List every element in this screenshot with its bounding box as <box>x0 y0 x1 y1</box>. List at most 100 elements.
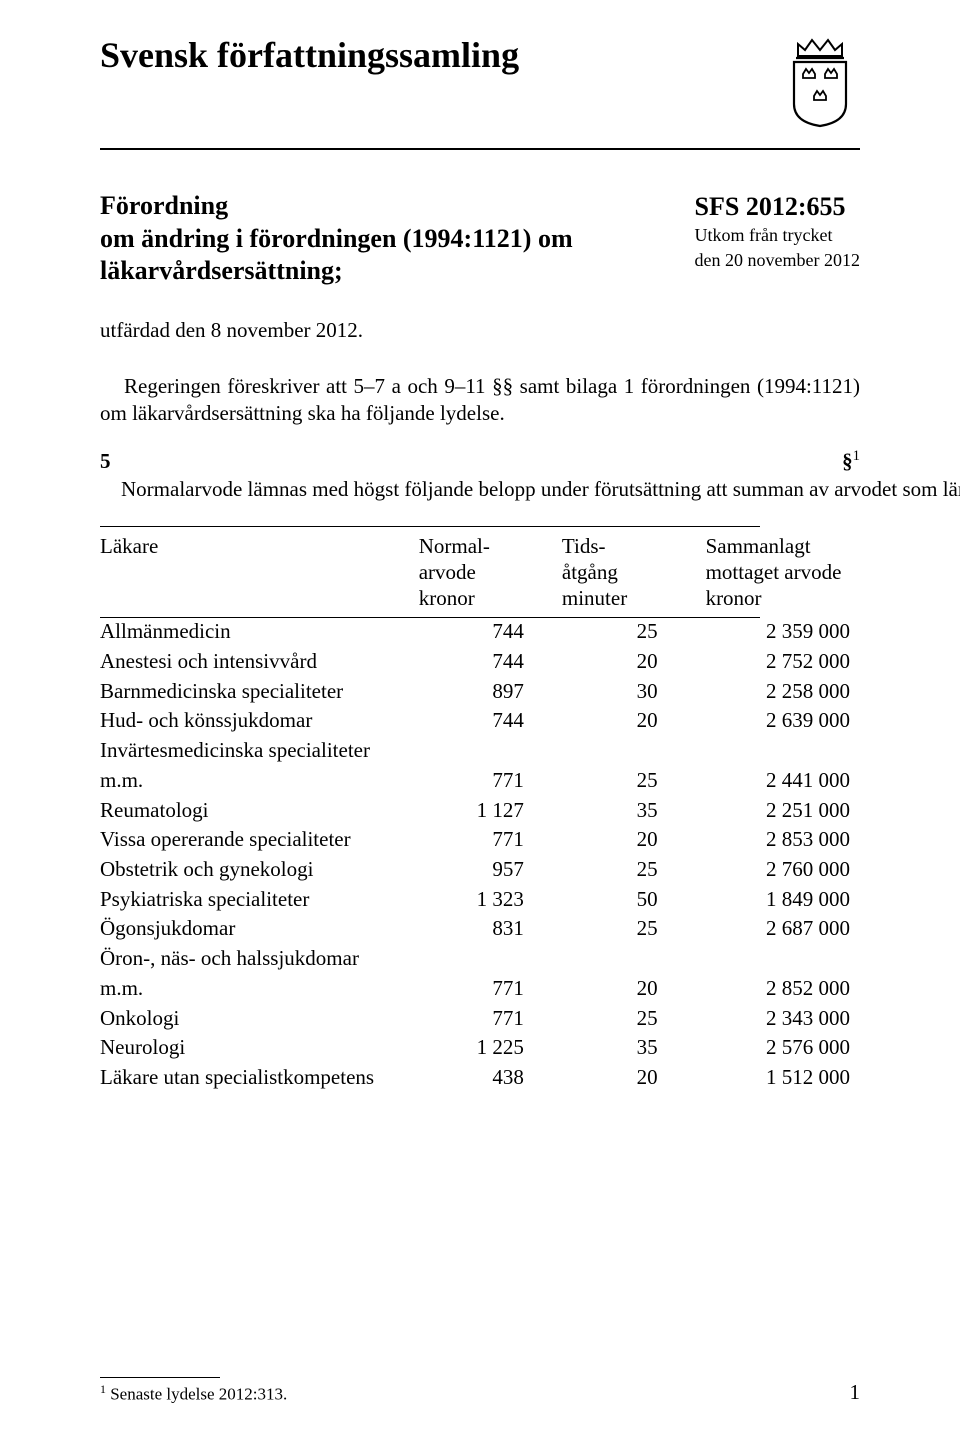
cell-normal <box>419 944 562 974</box>
cell-normal: 771 <box>419 766 562 796</box>
ordinance-line: om ändring i förordningen (1994:1121) om <box>100 224 573 253</box>
col-header-line: Tids- <box>562 534 606 558</box>
col-header-normal: Normal- arvode kronor <box>419 527 562 618</box>
cell-normal: 771 <box>419 974 562 1004</box>
cell-normal: 438 <box>419 1063 562 1093</box>
preamble: Regeringen föreskriver att 5–7 a och 9–1… <box>100 373 860 428</box>
cell-sum: 2 760 000 <box>706 855 860 885</box>
col-header-line: arvode <box>419 560 476 584</box>
cell-name: Psykiatriska specialiteter <box>100 885 419 915</box>
cell-tids: 30 <box>562 677 706 707</box>
col-header-line: kronor <box>419 586 475 610</box>
cell-normal: 744 <box>419 647 562 677</box>
cell-tids: 25 <box>562 855 706 885</box>
cell-sum: 2 687 000 <box>706 914 860 944</box>
cell-tids: 20 <box>562 825 706 855</box>
cell-sum <box>706 944 860 974</box>
footnote: 1 Senaste lydelse 2012:313. <box>100 1377 287 1405</box>
table-row: m.m.771202 852 000 <box>100 974 860 1004</box>
col-header-line: åtgång <box>562 560 618 584</box>
page-number: 1 <box>850 1380 861 1405</box>
cell-sum: 1 849 000 <box>706 885 860 915</box>
cell-tids: 20 <box>562 974 706 1004</box>
cell-tids: 25 <box>562 617 706 647</box>
cell-name: Obstetrik och gynekologi <box>100 855 419 885</box>
cell-normal: 897 <box>419 677 562 707</box>
col-header-line: Normal- <box>419 534 490 558</box>
sfs-meta: den 20 november 2012 <box>695 249 860 272</box>
cell-tids <box>562 944 706 974</box>
col-header-line: kronor <box>706 586 762 610</box>
cell-sum: 2 853 000 <box>706 825 860 855</box>
table-row: Anestesi och intensivvård744202 752 000 <box>100 647 860 677</box>
cell-sum <box>706 736 860 766</box>
table-row: Allmänmedicin744252 359 000 <box>100 617 860 647</box>
cell-name: Hud- och könssjukdomar <box>100 706 419 736</box>
ordinance-line: läkarvårdsersättning; <box>100 256 343 285</box>
cell-normal: 744 <box>419 617 562 647</box>
table-row: Barnmedicinska specialiteter897302 258 0… <box>100 677 860 707</box>
table-row: Invärtesmedicinska specialiteter <box>100 736 860 766</box>
cell-sum: 2 852 000 <box>706 974 860 1004</box>
cell-sum: 2 441 000 <box>706 766 860 796</box>
cell-name: Öron-, näs- och halssjukdomar <box>100 944 419 974</box>
cell-normal: 771 <box>419 825 562 855</box>
cell-name: Vissa opererande specialiteter <box>100 825 419 855</box>
cell-sum: 2 258 000 <box>706 677 860 707</box>
cell-name: m.m. <box>100 974 419 1004</box>
cell-normal: 771 <box>419 1004 562 1034</box>
cell-name: Barnmedicinska specialiteter <box>100 677 419 707</box>
cell-normal: 744 <box>419 706 562 736</box>
footnote-ref: 1 <box>853 448 860 464</box>
section-label: 5 § <box>100 449 853 473</box>
col-header-tids: Tids- åtgång minuter <box>562 527 706 618</box>
col-header-sum: Sammanlagt mottaget arvode kronor <box>706 527 860 618</box>
col-header-line: Sammanlagt <box>706 534 811 558</box>
cell-tids: 50 <box>562 885 706 915</box>
col-header-line: minuter <box>562 586 627 610</box>
preamble-text: Regeringen föreskriver att 5–7 a och 9–1… <box>100 374 860 425</box>
cell-sum: 2 343 000 <box>706 1004 860 1034</box>
cell-name: Neurologi <box>100 1033 419 1063</box>
cell-tids: 20 <box>562 706 706 736</box>
cell-name: Reumatologi <box>100 796 419 826</box>
cell-tids: 35 <box>562 796 706 826</box>
table-row: Obstetrik och gynekologi957252 760 000 <box>100 855 860 885</box>
table-row: Vissa opererande specialiteter771202 853… <box>100 825 860 855</box>
cell-sum: 2 251 000 <box>706 796 860 826</box>
fee-table: Läkare Normal- arvode kronor Tids- åtgån… <box>100 526 860 1093</box>
cell-normal <box>419 736 562 766</box>
cell-name: Anestesi och intensivvård <box>100 647 419 677</box>
footnote-text: Senaste lydelse 2012:313. <box>106 1385 287 1404</box>
cell-tids <box>562 736 706 766</box>
cell-sum: 1 512 000 <box>706 1063 860 1093</box>
cell-name: Läkare utan specialistkompetens <box>100 1063 419 1093</box>
table-row: Hud- och könssjukdomar744202 639 000 <box>100 706 860 736</box>
cell-tids: 25 <box>562 1004 706 1034</box>
cell-sum: 2 576 000 <box>706 1033 860 1063</box>
cell-name: m.m. <box>100 766 419 796</box>
table-row: Öron-, näs- och halssjukdomar <box>100 944 860 974</box>
section-body: Normalarvode lämnas med högst följande b… <box>100 477 960 501</box>
table-header-rule <box>100 617 760 618</box>
cell-tids: 20 <box>562 647 706 677</box>
main-title: Svensk författningssamling <box>100 34 519 76</box>
ordinance-heading: Förordning om ändring i förordningen (19… <box>100 190 573 288</box>
cell-name: Allmänmedicin <box>100 617 419 647</box>
cell-tids: 35 <box>562 1033 706 1063</box>
cell-tids: 25 <box>562 914 706 944</box>
cell-normal: 957 <box>419 855 562 885</box>
cell-normal: 831 <box>419 914 562 944</box>
cell-name: Invärtesmedicinska specialiteter <box>100 736 419 766</box>
cell-tids: 25 <box>562 766 706 796</box>
cell-sum: 2 752 000 <box>706 647 860 677</box>
issued-date: utfärdad den 8 november 2012. <box>100 318 573 343</box>
cell-name: Onkologi <box>100 1004 419 1034</box>
table-row: Ögonsjukdomar831252 687 000 <box>100 914 860 944</box>
cell-normal: 1 127 <box>419 796 562 826</box>
cell-name: Ögonsjukdomar <box>100 914 419 944</box>
cell-tids: 20 <box>562 1063 706 1093</box>
sfs-meta: Utkom från trycket <box>695 224 860 247</box>
cell-normal: 1 323 <box>419 885 562 915</box>
table-row: Reumatologi1 127352 251 000 <box>100 796 860 826</box>
